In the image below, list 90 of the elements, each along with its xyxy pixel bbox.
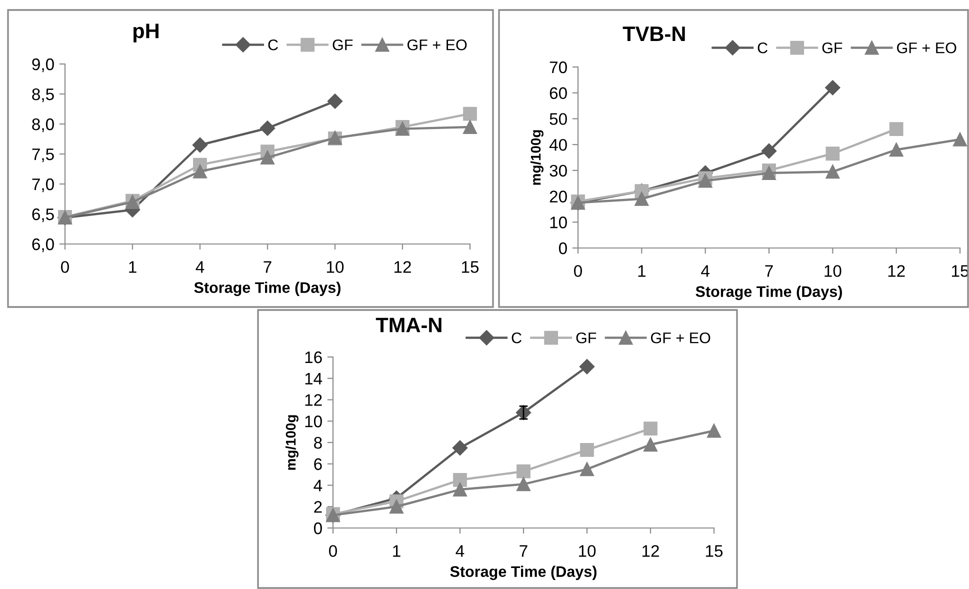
x-tick-label: 7 [264, 261, 272, 273]
legend-label: GF [822, 42, 842, 54]
y-tick-label: 14 [305, 372, 322, 384]
x-tick-label: 4 [196, 261, 204, 273]
legend-label: GF [576, 332, 596, 344]
point [579, 359, 595, 374]
x-tick-label: 12 [642, 545, 659, 557]
x-axis-title: Storage Time (Days) [450, 566, 596, 580]
point [260, 120, 276, 136]
point [634, 192, 649, 206]
y-tick-label: 4 [314, 480, 322, 492]
y-tick-label: 10 [305, 416, 322, 428]
y-tick-label: 10 [550, 216, 567, 228]
y-tick-label: 6,5 [32, 208, 54, 222]
x-tick-label: 12 [888, 265, 905, 277]
point [580, 443, 594, 457]
y-tick-label: 40 [549, 138, 567, 151]
point [192, 137, 208, 153]
y-tick-label: 6,0 [32, 238, 54, 252]
x-tick-label: 0 [574, 265, 582, 277]
y-axis-title: mg/100g [530, 130, 544, 185]
point [260, 150, 274, 165]
point [463, 120, 477, 134]
point [644, 422, 658, 436]
y-tick-label: 9,0 [32, 58, 54, 72]
x-tick-label: 1 [129, 261, 136, 273]
point [580, 462, 594, 476]
point [698, 174, 712, 188]
x-tick-label: 15 [462, 261, 479, 273]
x-tick-label: 12 [394, 261, 411, 273]
y-tick-label: 12 [305, 394, 322, 406]
x-tick-label: 0 [61, 261, 69, 273]
legend-label: C [268, 39, 278, 50]
x-tick-label: 15 [706, 545, 723, 557]
chart-title: pH [133, 24, 158, 42]
x-tick-label: 10 [824, 265, 842, 277]
point [516, 464, 530, 478]
point [453, 472, 467, 487]
x-tick-label: 7 [520, 545, 528, 557]
y-tick-label: 30 [550, 164, 567, 177]
point [826, 164, 840, 179]
point [463, 106, 477, 121]
point [327, 94, 343, 109]
y-tick-label: 0 [558, 242, 567, 254]
y-tick-label: 8 [314, 436, 322, 449]
x-tick-label: 4 [456, 545, 464, 557]
point [826, 146, 840, 161]
x-tick-label: 10 [327, 261, 344, 273]
y-tick-label: 8,0 [32, 118, 54, 132]
x-axis-title: Storage Time (Days) [696, 286, 842, 300]
point [453, 482, 467, 496]
x-tick-label: 10 [579, 545, 596, 557]
point [193, 164, 207, 178]
x-tick-label: 4 [701, 265, 710, 277]
x-tick-label: 7 [765, 265, 773, 277]
x-tick-label: 0 [329, 545, 337, 557]
point [889, 122, 904, 136]
legend-label: GF + EO [650, 332, 710, 344]
y-tick-label: 6 [314, 458, 322, 470]
y-tick-label: 50 [550, 113, 567, 125]
x-tick-label: 1 [393, 545, 400, 557]
legend-label: GF + EO [407, 39, 467, 50]
y-axis-title: mg/100g [285, 415, 298, 470]
point [516, 477, 530, 492]
point [825, 80, 840, 96]
legend-label: GF + EO [897, 42, 956, 54]
y-tick-label: 70 [550, 61, 567, 74]
point [644, 438, 658, 452]
y-tick-label: 7,0 [32, 178, 54, 192]
point [761, 143, 777, 159]
point [889, 142, 904, 157]
point [707, 424, 721, 438]
point [390, 500, 404, 514]
chart-title: TMA-N [376, 318, 442, 332]
legend-label: C [512, 332, 522, 344]
y-tick-label: 20 [550, 190, 567, 202]
legend-label: GF [332, 39, 353, 50]
y-tick-label: 7,5 [32, 148, 54, 162]
y-tick-label: 2 [314, 501, 322, 513]
legend-label: C [758, 42, 768, 54]
point [452, 440, 468, 456]
chart-title: TVB-N [622, 26, 685, 41]
point [953, 132, 967, 146]
y-tick-label: 8,5 [32, 88, 54, 102]
x-tick-label: 1 [638, 265, 646, 277]
y-tick-label: 16 [305, 351, 322, 364]
y-tick-label: 60 [550, 87, 567, 100]
y-tick-label: 0 [314, 522, 322, 534]
point [762, 166, 776, 180]
x-axis-title: Storage Time (Days) [194, 282, 340, 296]
